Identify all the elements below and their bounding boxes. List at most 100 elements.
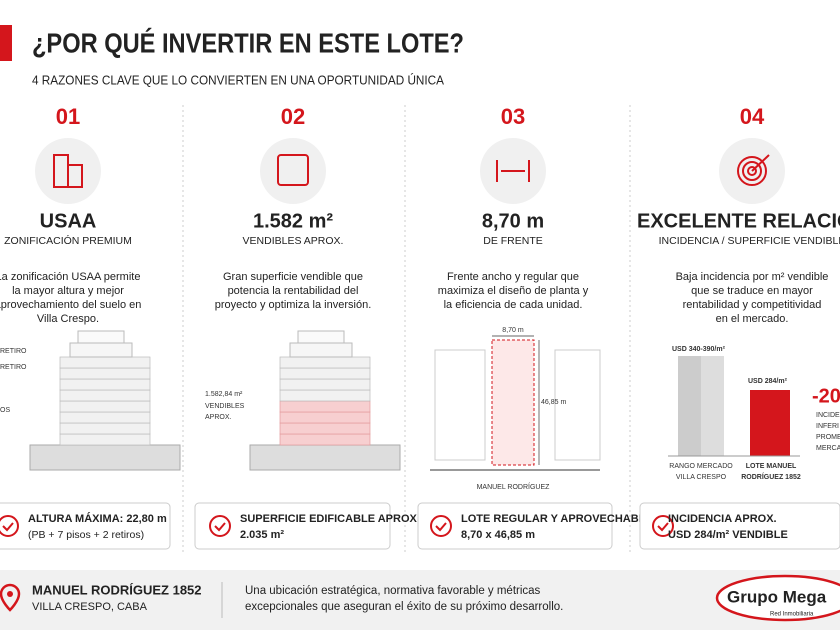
illustration-label: VENDIBLES bbox=[205, 403, 245, 410]
card-subhead: VENDIBLES APROX. bbox=[243, 235, 344, 247]
ground-slab bbox=[29, 444, 181, 471]
illustration-label: RETIRO bbox=[0, 348, 27, 355]
subtitle: 4 RAZONES CLAVE QUE LO CONVIERTEN EN UNA… bbox=[32, 72, 445, 87]
floor bbox=[279, 411, 371, 424]
floor bbox=[59, 367, 151, 380]
card-description: en el mercado. bbox=[716, 313, 789, 325]
floor bbox=[59, 411, 151, 424]
bar-market-top bbox=[701, 356, 724, 456]
illustration-label: APROX. bbox=[205, 414, 232, 421]
check-icon bbox=[430, 515, 452, 537]
dividers bbox=[182, 105, 631, 555]
card-description: rentabilidad y competitividad bbox=[683, 299, 822, 311]
card-subhead: DE FRENTE bbox=[483, 235, 543, 247]
floor bbox=[59, 356, 151, 369]
card-description: Villa Crespo. bbox=[37, 313, 99, 325]
card-number: 04 bbox=[740, 104, 765, 129]
icon-group bbox=[277, 154, 309, 186]
accent-bar bbox=[0, 25, 12, 61]
icon bbox=[67, 164, 83, 188]
highlight-box bbox=[417, 502, 613, 550]
card-number: 03 bbox=[501, 104, 525, 129]
ground-slab bbox=[249, 444, 401, 471]
icon bbox=[742, 161, 762, 181]
card-number: 01 bbox=[56, 104, 80, 129]
card-headline: EXCELENTE RELACIÓN bbox=[637, 208, 840, 232]
illustration-label: 8,70 m bbox=[502, 327, 524, 334]
card: 04 EXCELENTE RELACIÓN INCIDENCIA / SUPERFI… bbox=[637, 104, 840, 550]
lot bbox=[491, 339, 535, 466]
card-description: Frente ancho y regular que bbox=[447, 271, 579, 283]
illustration bbox=[430, 335, 601, 471]
check-icon bbox=[0, 515, 19, 537]
highlight-box bbox=[194, 502, 391, 550]
bar-lot bbox=[750, 390, 790, 456]
highlight-detail: 8,70 x 46,85 m bbox=[461, 529, 535, 541]
icon bbox=[737, 156, 767, 186]
card-description: maximiza el diseño de planta y bbox=[438, 285, 589, 297]
highlight-detail: (PB + 7 pisos + 2 retiros) bbox=[28, 529, 144, 541]
floor bbox=[59, 389, 151, 402]
illustration-label: PROME bbox=[816, 434, 840, 441]
card-headline: 8,70 m bbox=[482, 210, 544, 232]
check-mark bbox=[2, 522, 14, 532]
highlight-box bbox=[0, 502, 171, 550]
floor bbox=[279, 389, 371, 402]
floor bbox=[279, 378, 371, 391]
floor bbox=[279, 367, 371, 380]
card-description: La zonificación USAA permite bbox=[0, 271, 140, 283]
title: ¿POR QUÉ INVERTIR EN ESTE LOTE? bbox=[32, 27, 464, 58]
card-headline: USAA bbox=[40, 210, 97, 232]
footer-text: Una ubicación estratégica, normativa fav… bbox=[245, 585, 541, 597]
card-subhead: ZONIFICACIÓN PREMIUM bbox=[4, 234, 132, 247]
floor bbox=[279, 433, 371, 446]
illustration-label: 1.582,84 m² bbox=[205, 391, 243, 398]
icon-group bbox=[737, 154, 770, 186]
check-icon bbox=[652, 515, 674, 537]
card-headline: 1.582 m² bbox=[253, 210, 333, 232]
card: 02 1.582 m² VENDIBLES APROX. Gran superfici… bbox=[194, 104, 420, 550]
area: VILLA CRESPO, CABA bbox=[32, 601, 148, 613]
footer-band bbox=[0, 570, 840, 630]
check-mark bbox=[657, 522, 669, 532]
illustration-label: RETIRO bbox=[0, 364, 27, 371]
footer-text: excepcionales que aseguran el éxito de s… bbox=[245, 601, 563, 613]
setback bbox=[289, 342, 353, 358]
plan-block bbox=[434, 349, 486, 461]
illustration-label: USD 340-390/m² bbox=[672, 346, 726, 353]
illustration bbox=[668, 356, 800, 457]
card: 03 8,70 m DE FRENTE Frente ancho y regular … bbox=[417, 104, 653, 550]
illustration-label: -20 bbox=[812, 385, 840, 407]
icon-bg bbox=[260, 138, 326, 204]
illustration-label: MANUEL RODRÍGUEZ bbox=[477, 482, 551, 491]
plan-block bbox=[554, 349, 601, 461]
floor bbox=[59, 433, 151, 446]
card-description: la eficiencia de cada unidad. bbox=[444, 299, 583, 311]
logo-sub: Red Inmobiliaria bbox=[770, 612, 814, 618]
icon bbox=[751, 154, 770, 172]
pin-icon bbox=[0, 583, 21, 612]
illustration-label: RANGO MERCADO bbox=[669, 463, 733, 470]
highlight-detail: 2.035 m² bbox=[240, 529, 284, 541]
check-mark bbox=[435, 522, 447, 532]
setback bbox=[77, 330, 125, 344]
card-description: Baja incidencia por m² vendible bbox=[676, 271, 829, 283]
illustration bbox=[249, 330, 401, 471]
card-description: proyecto y optimiza la inversión. bbox=[215, 299, 372, 311]
highlight-title: SUPERFICIE EDIFICABLE APROX. bbox=[240, 513, 420, 525]
illustration-label: MERCA bbox=[816, 445, 840, 452]
setback bbox=[297, 330, 345, 344]
highlight-title: INCIDENCIA APROX. bbox=[668, 513, 777, 525]
illustration bbox=[29, 330, 181, 471]
address: MANUEL RODRÍGUEZ 1852 bbox=[32, 582, 202, 597]
card-subhead: INCIDENCIA / SUPERFICIE VENDIBLE bbox=[659, 235, 840, 247]
illustration-label: OS bbox=[0, 407, 10, 414]
card: 01 USAA ZONIFICACIÓN PREMIUM La zonificació… bbox=[0, 104, 181, 550]
check-mark bbox=[214, 522, 226, 532]
pin-dot bbox=[7, 591, 13, 597]
icon-group bbox=[53, 154, 83, 188]
icon bbox=[747, 166, 757, 176]
card-number: 02 bbox=[281, 104, 305, 129]
